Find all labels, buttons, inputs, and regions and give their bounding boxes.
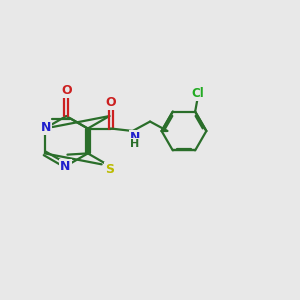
Text: N: N — [130, 131, 140, 144]
Text: Cl: Cl — [191, 87, 204, 100]
Text: N: N — [40, 121, 51, 134]
Text: S: S — [105, 163, 114, 176]
Text: H: H — [130, 139, 140, 149]
Text: N: N — [60, 160, 70, 173]
Text: O: O — [105, 96, 116, 109]
Text: O: O — [61, 84, 72, 97]
